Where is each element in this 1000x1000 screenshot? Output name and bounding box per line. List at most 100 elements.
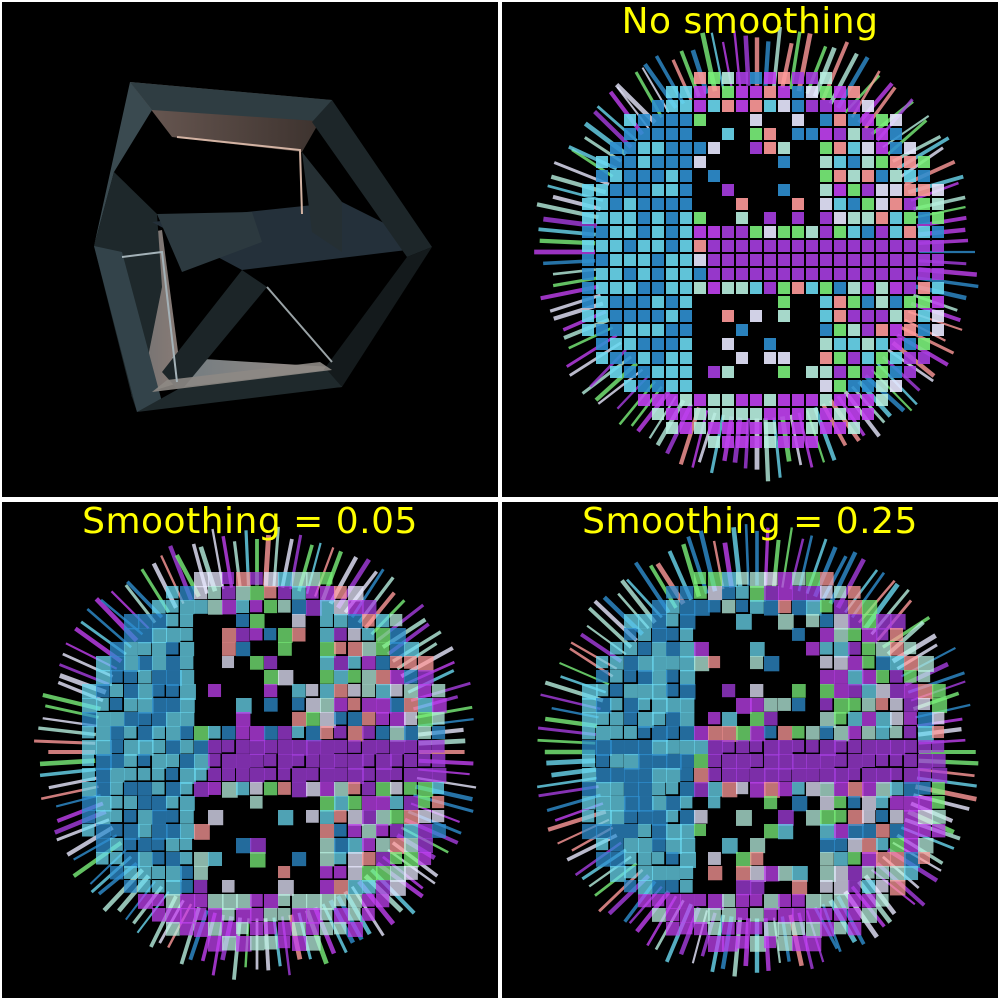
normal-tile: [638, 338, 650, 350]
normal-tile: [820, 86, 832, 98]
normal-tile: [362, 908, 375, 921]
normal-tile: [918, 296, 930, 308]
normal-tile: [208, 852, 223, 867]
normal-tile: [292, 740, 308, 756]
normal-tile: [138, 796, 152, 810]
normal-tile: [862, 642, 876, 656]
normal-tile: [180, 852, 193, 865]
normal-tile: [904, 726, 917, 739]
normal-tile: [806, 394, 818, 406]
normal-tile: [306, 600, 322, 616]
normal-tile: [82, 796, 97, 811]
normal-tile: [876, 254, 888, 266]
normal-tile: [680, 254, 692, 266]
normal-tile: [834, 880, 850, 896]
normal-tile: [110, 796, 123, 809]
normal-tile: [694, 922, 708, 936]
normal-tile: [764, 782, 780, 798]
normal-tile: [736, 212, 748, 224]
normal-tile: [792, 894, 805, 907]
normal-tile: [862, 726, 876, 740]
normal-tile: [666, 586, 679, 599]
normal-tile: [138, 838, 152, 852]
normal-tile: [834, 156, 846, 168]
normal-tile: [666, 380, 678, 392]
normal-tile: [152, 866, 166, 880]
normal-tile: [848, 212, 860, 224]
normal-tile: [362, 712, 376, 726]
normal-tile: [736, 394, 748, 406]
normal-tile: [250, 572, 263, 585]
normal-tile: [624, 380, 636, 392]
normal-tile: [334, 614, 348, 628]
normal-tile: [708, 600, 721, 613]
spike-mark: [654, 55, 686, 105]
normal-tile: [376, 824, 389, 837]
normal-tile: [680, 338, 692, 350]
normal-tile: [680, 866, 694, 880]
normal-tile: [848, 782, 864, 798]
normal-tile: [334, 726, 347, 739]
normal-tile: [348, 824, 362, 838]
normal-tile: [708, 394, 720, 406]
normal-tile: [432, 754, 446, 768]
normal-tile: [596, 254, 608, 266]
normal-tile: [334, 684, 348, 698]
normal-tile: [624, 880, 637, 893]
normal-tile: [764, 740, 780, 756]
normal-tile: [708, 72, 720, 84]
normal-tile: [918, 198, 930, 210]
normal-tile: [96, 782, 111, 797]
normal-tile: [96, 684, 110, 698]
normal-tile: [222, 908, 235, 921]
normal-tile: [306, 894, 322, 910]
normal-tile: [750, 86, 762, 98]
normal-tile: [432, 824, 446, 838]
normal-tile: [834, 338, 846, 350]
normal-tile: [624, 726, 637, 739]
spike-mark: [566, 833, 618, 862]
normal-tile: [320, 726, 334, 740]
normal-tile: [208, 908, 223, 923]
normal-tile: [582, 698, 598, 714]
normal-tile: [666, 670, 679, 683]
normal-tile: [264, 600, 278, 614]
normal-tile: [876, 796, 889, 809]
normal-tile: [292, 908, 307, 923]
normal-tile: [292, 698, 305, 711]
normal-tile: [764, 656, 780, 672]
normal-tile: [848, 726, 862, 740]
normal-tile: [834, 894, 850, 910]
normal-tile: [932, 796, 945, 809]
normal-tile: [680, 754, 694, 768]
normal-tile: [208, 726, 221, 739]
normal-tile: [666, 712, 681, 727]
normal-tile: [820, 100, 832, 112]
normal-tile: [764, 86, 776, 98]
normal-tile: [638, 810, 653, 825]
normal-tile: [652, 282, 664, 294]
normal-tile: [152, 838, 165, 851]
normal-tile: [376, 656, 390, 670]
normal-tile: [666, 226, 678, 238]
normal-tile: [792, 408, 804, 420]
normal-tile: [348, 852, 364, 868]
normal-tile: [334, 740, 348, 754]
normal-tile: [582, 310, 594, 322]
normal-tile: [680, 740, 695, 755]
normal-tile: [666, 156, 678, 168]
normal-tile: [610, 352, 622, 364]
original-cube-panel: [2, 2, 498, 497]
normal-tile: [694, 282, 706, 294]
normal-tile: [652, 212, 664, 224]
normal-tile: [110, 642, 125, 657]
normal-tile: [362, 880, 376, 894]
normal-tile: [236, 894, 252, 910]
normal-tile: [110, 740, 124, 754]
normal-tile: [610, 142, 622, 154]
normal-tile: [932, 296, 944, 308]
normal-tile: [918, 810, 934, 826]
normal-tile: [582, 198, 594, 210]
normal-tile: [222, 572, 235, 585]
normal-tile: [834, 394, 846, 406]
